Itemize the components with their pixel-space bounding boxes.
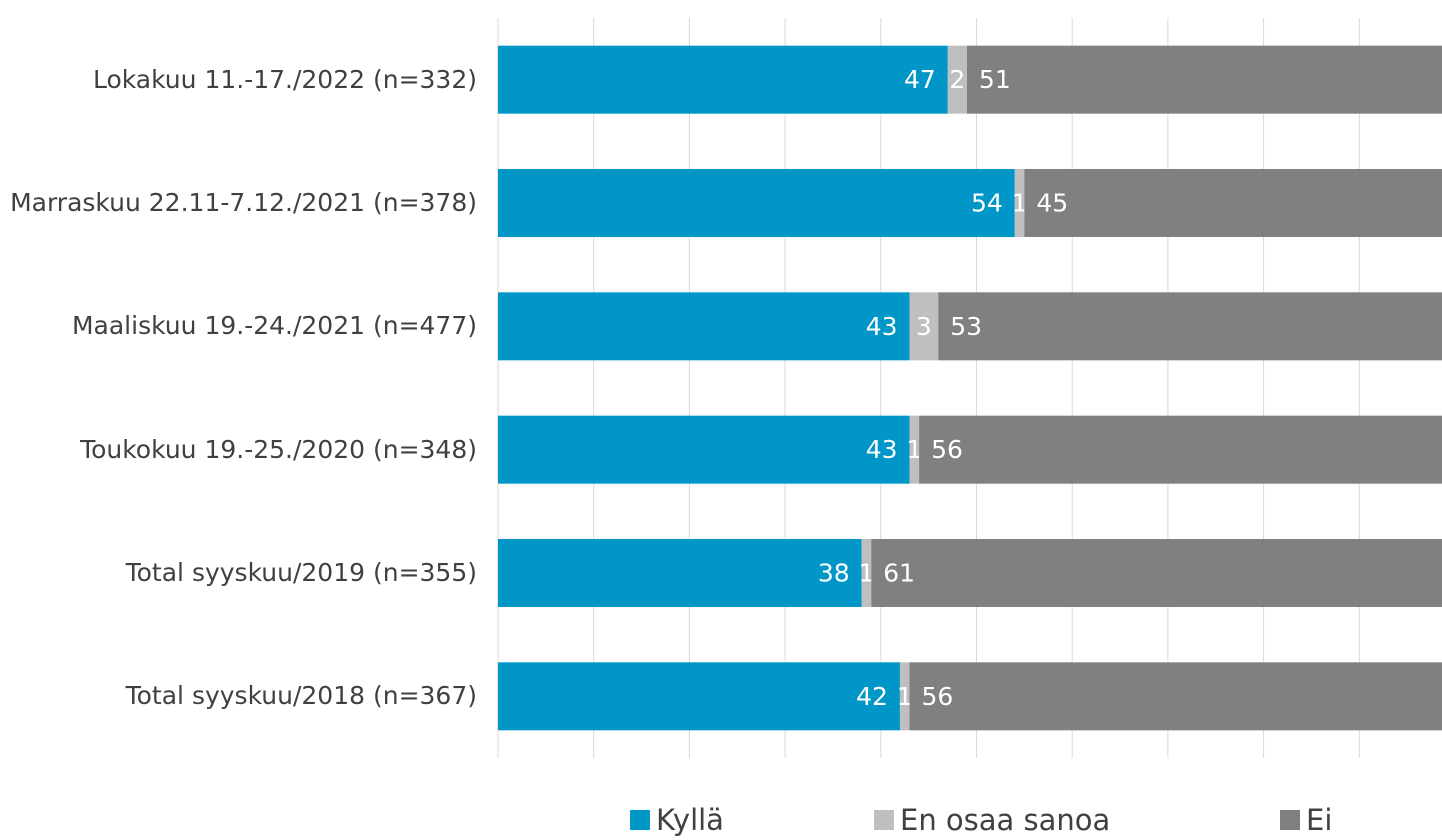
bar-segment — [498, 169, 1015, 237]
legend-label: En osaa sanoa — [900, 803, 1111, 837]
data-label: 38 — [818, 559, 850, 588]
data-label: 56 — [931, 435, 963, 464]
bar-segment — [498, 662, 900, 731]
bar-segment — [909, 415, 920, 484]
legend-item: Ei — [1280, 803, 1332, 837]
legend-item: Kyllä — [630, 803, 724, 837]
bar-segment — [938, 292, 1442, 361]
legend-swatch — [630, 810, 650, 830]
category-label: Marraskuu 22.11-7.12./2021 (n=378) — [10, 188, 477, 217]
legend-item: En osaa sanoa — [874, 803, 1110, 837]
legend-label: Ei — [1306, 803, 1333, 837]
data-label: 1 — [906, 435, 922, 464]
data-label: 1 — [858, 559, 874, 588]
bar-segment — [861, 539, 872, 607]
bar-segment — [498, 292, 910, 361]
data-label: 47 — [904, 65, 936, 94]
bar-segment — [1024, 169, 1442, 237]
data-label: 2 — [949, 65, 965, 94]
data-label: 1 — [897, 682, 913, 711]
category-label: Lokakuu 11.-17./2022 (n=332) — [92, 64, 477, 94]
data-label: 51 — [979, 65, 1011, 94]
bar-segment — [947, 45, 967, 114]
data-label: 42 — [856, 682, 888, 711]
data-label: 56 — [922, 682, 954, 711]
data-label: 45 — [1036, 189, 1068, 218]
data-label: 1 — [1012, 189, 1028, 218]
legend-swatch — [1280, 810, 1300, 830]
bar-segment — [498, 539, 862, 607]
data-label: 54 — [971, 189, 1003, 218]
bar-segment — [498, 45, 948, 114]
data-label: 3 — [916, 312, 932, 341]
bar-segment — [498, 415, 910, 484]
bar-segment — [909, 662, 1442, 731]
data-label: 43 — [866, 312, 898, 341]
bar-segment — [919, 415, 1442, 484]
bar-segment — [1014, 169, 1025, 237]
bar-segment — [909, 292, 939, 361]
data-label: 43 — [866, 435, 898, 464]
legend-swatch — [874, 810, 894, 830]
data-label: 61 — [883, 559, 915, 588]
category-label: Toukokuu 19.-25./2020 (n=348) — [80, 434, 477, 464]
bar-segment — [899, 662, 910, 731]
legend-label: Kyllä — [656, 803, 724, 837]
category-label: Maaliskuu 19.-24./2021 (n=477) — [71, 311, 477, 341]
data-label: 53 — [950, 312, 982, 341]
bar-segment — [966, 45, 1442, 114]
bar-segment — [871, 539, 1442, 607]
category-label: Total syyskuu/2018 (n=367) — [125, 681, 477, 711]
category-label: Total syyskuu/2019 (n=355) — [125, 558, 477, 587]
